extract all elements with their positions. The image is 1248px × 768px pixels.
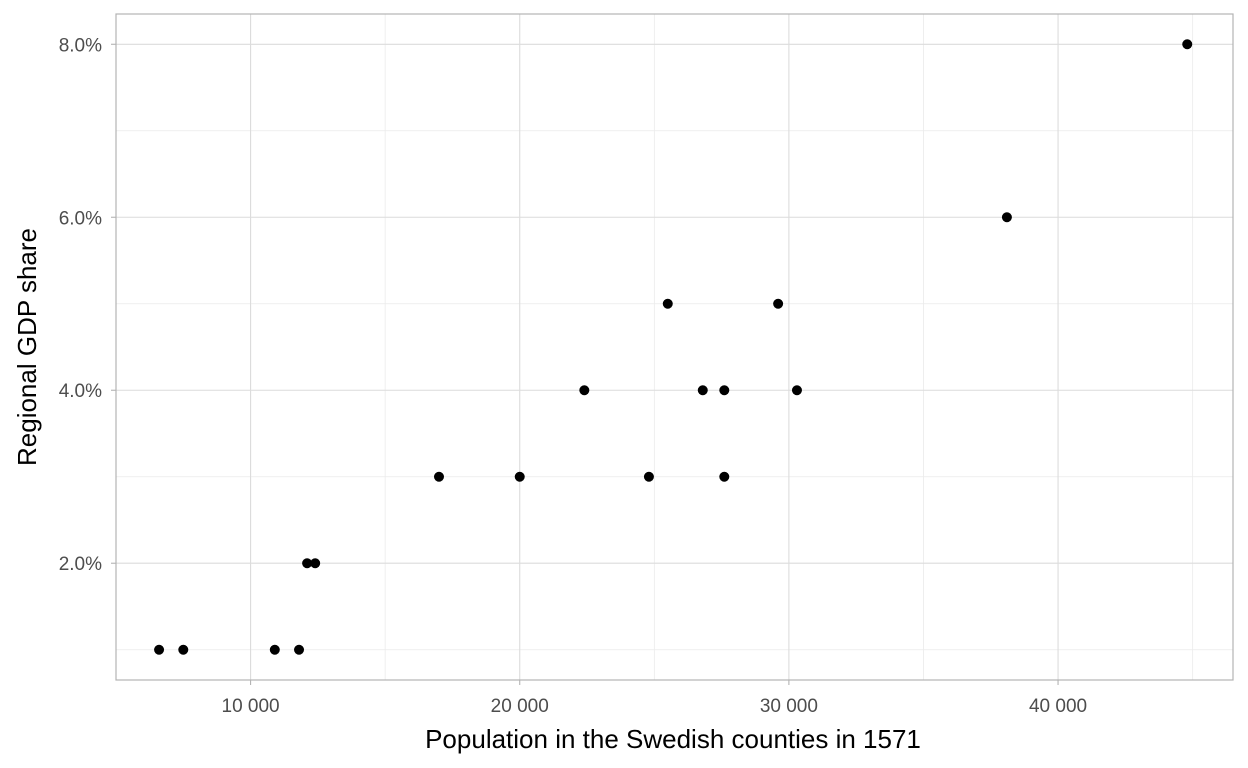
y-axis-title: Regional GDP share <box>12 228 42 466</box>
y-tick-label: 2.0% <box>59 554 102 575</box>
plot-panel-border <box>115 13 1234 681</box>
data-point <box>773 298 784 309</box>
data-point <box>579 385 590 396</box>
data-point <box>178 644 189 655</box>
data-point <box>791 385 802 396</box>
x-axis-title: Population in the Swedish counties in 15… <box>425 724 921 754</box>
data-point <box>154 644 165 655</box>
y-tick-label: 6.0% <box>59 208 102 229</box>
x-tick-label: 40 000 <box>1029 696 1087 717</box>
data-point <box>697 385 708 396</box>
x-axis: 10 000 20 000 30 000 40 000 <box>222 680 1087 717</box>
data-point <box>433 471 444 482</box>
y-tick-label: 8.0% <box>59 35 102 56</box>
data-point <box>1001 212 1012 223</box>
data-point <box>662 298 673 309</box>
data-points <box>154 39 1193 655</box>
data-point <box>719 385 730 396</box>
data-point <box>643 471 654 482</box>
data-point <box>294 644 305 655</box>
x-tick-label: 30 000 <box>760 696 818 717</box>
data-point <box>514 471 525 482</box>
y-axis: 2.0% 4.0% 6.0% 8.0% <box>59 35 116 575</box>
x-tick-label: 10 000 <box>222 696 280 717</box>
data-point <box>302 558 313 569</box>
minor-gridlines <box>116 14 1233 680</box>
data-point <box>310 558 321 569</box>
major-gridlines <box>116 14 1233 680</box>
x-tick-label: 20 000 <box>491 696 549 717</box>
data-point <box>719 471 730 482</box>
data-point <box>269 644 280 655</box>
data-point <box>1182 39 1193 50</box>
y-tick-label: 4.0% <box>59 381 102 402</box>
